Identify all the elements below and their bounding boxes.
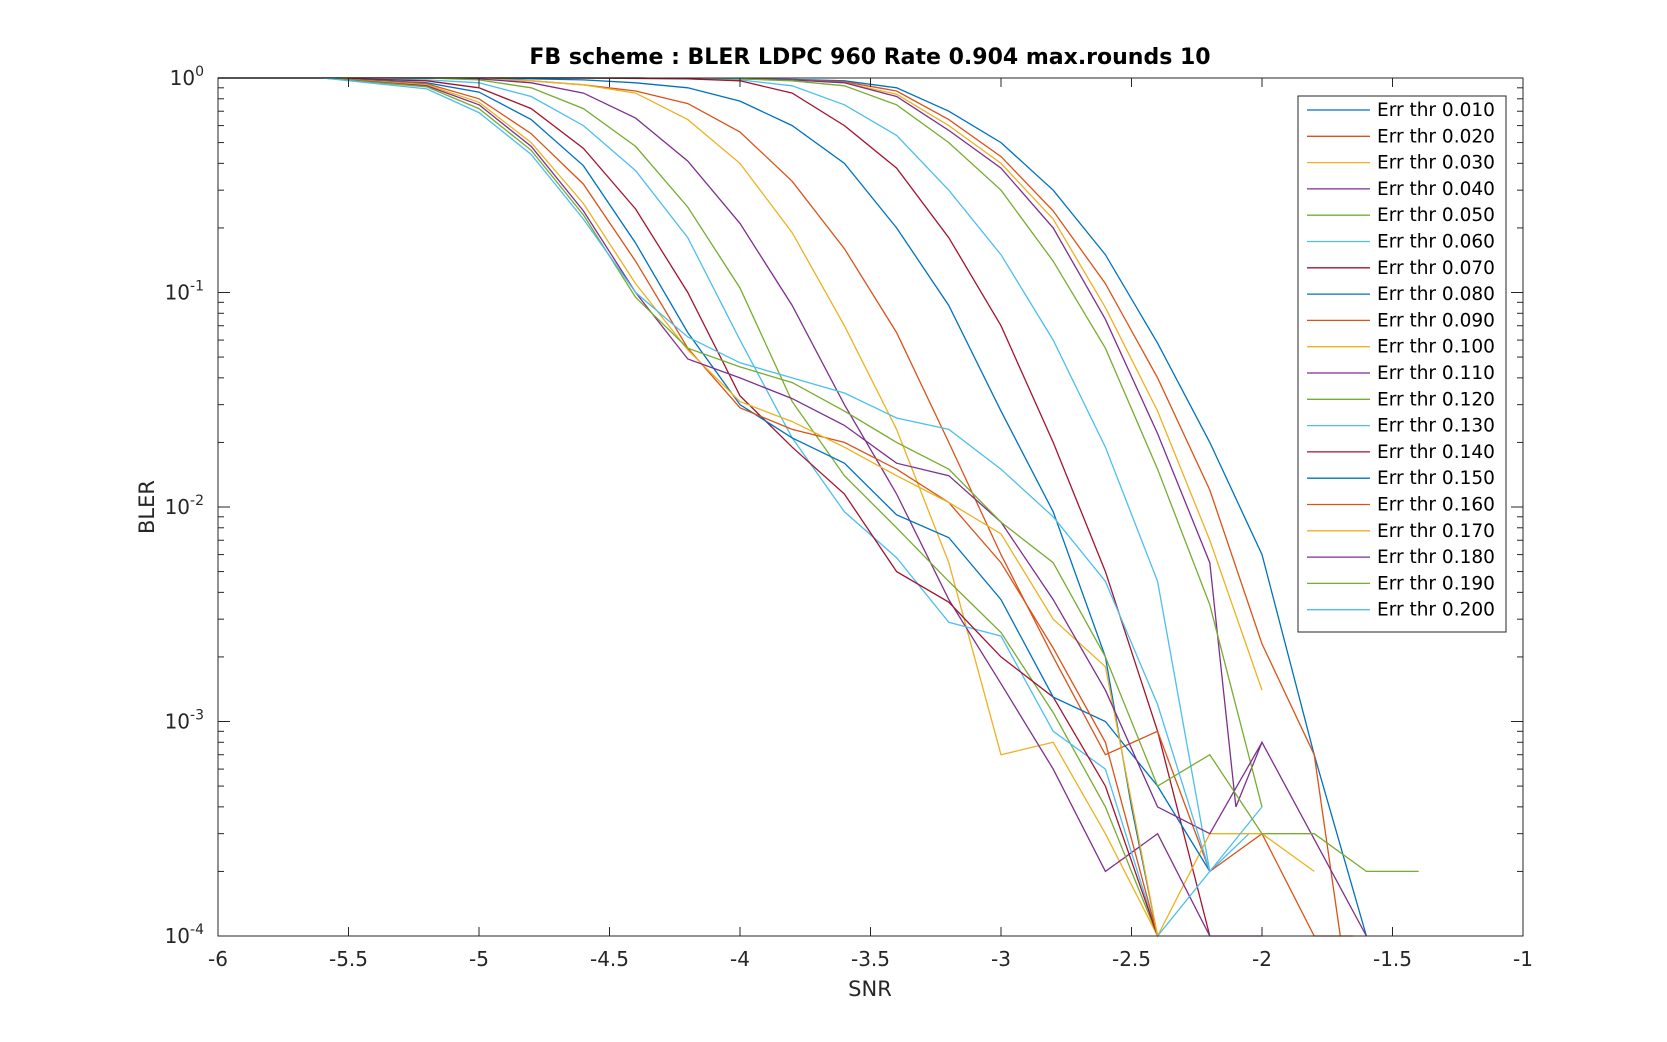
legend-entry-1: Err thr 0.010 (1377, 100, 1495, 121)
y-axis: 100 10-1 10-2 10-3 10-4 (165, 64, 1523, 948)
legend-entry-12: Err thr 0.120 (1377, 389, 1495, 410)
chart-title: FB scheme : BLER LDPC 960 Rate 0.904 max… (529, 45, 1210, 70)
legend-entry-10: Err thr 0.100 (1377, 337, 1495, 358)
legend-entry-19: Err thr 0.190 (1377, 573, 1495, 594)
y-tick-label: 10-4 (165, 922, 205, 948)
legend-entry-4: Err thr 0.040 (1377, 179, 1495, 200)
legend-entry-18: Err thr 0.180 (1377, 547, 1495, 568)
legend-box (1297, 95, 1507, 633)
legend-entry-11: Err thr 0.110 (1377, 363, 1495, 384)
series-line-17 (218, 77, 1159, 937)
series-line-12 (218, 77, 1159, 937)
legend: Err thr 0.010 Err thr 0.020 Err thr 0.030 E… (1297, 95, 1507, 633)
x-tick-label: -5 (469, 947, 489, 971)
x-tick-label: -6 (208, 947, 228, 971)
series-line-14 (218, 77, 1159, 937)
x-tick-label: -5.5 (329, 947, 368, 971)
y-axis-label: BLER (135, 480, 159, 534)
x-tick-label: -4 (730, 947, 750, 971)
y-tick-label: 10-2 (165, 493, 204, 519)
legend-entry-20: Err thr 0.200 (1377, 600, 1495, 621)
legend-entry-5: Err thr 0.050 (1377, 205, 1495, 226)
x-axis-label: SNR (848, 977, 892, 1001)
x-tick-label: -2 (1252, 947, 1272, 971)
legend-entry-17: Err thr 0.170 (1377, 521, 1495, 542)
x-tick-label: -4.5 (590, 947, 629, 971)
series-line-15 (218, 77, 1211, 872)
legend-entry-2: Err thr 0.020 (1377, 126, 1495, 147)
x-tick-label: -1 (1513, 947, 1533, 971)
series-line-18 (218, 77, 1263, 835)
legend-entry-7: Err thr 0.070 (1377, 258, 1495, 279)
x-tick-label: -1.5 (1373, 947, 1412, 971)
y-tick-label: 100 (170, 64, 204, 90)
series-line-20 (218, 77, 1211, 872)
legend-entry-15: Err thr 0.150 (1377, 468, 1495, 489)
x-tick-label: -2.5 (1112, 947, 1151, 971)
x-tick-label: -3 (991, 947, 1011, 971)
y-tick-label: 10-1 (165, 279, 204, 305)
y-tick-label: 10-3 (165, 708, 204, 734)
legend-entry-3: Err thr 0.030 (1377, 153, 1495, 174)
series-line-16 (218, 77, 1159, 937)
legend-entry-8: Err thr 0.080 (1377, 284, 1495, 305)
x-tick-label: -3.5 (851, 947, 890, 971)
legend-entry-16: Err thr 0.160 (1377, 495, 1495, 516)
legend-entry-14: Err thr 0.140 (1377, 442, 1495, 463)
legend-entry-13: Err thr 0.130 (1377, 416, 1495, 437)
legend-entry-6: Err thr 0.060 (1377, 232, 1495, 253)
x-axis: -6 -5.5 -5 -4.5 -4 -3.5 -3 -2.5 -2 -1.5 -1 (208, 78, 1533, 971)
series-line-19 (218, 77, 1419, 873)
legend-entry-9: Err thr 0.090 (1377, 310, 1495, 331)
